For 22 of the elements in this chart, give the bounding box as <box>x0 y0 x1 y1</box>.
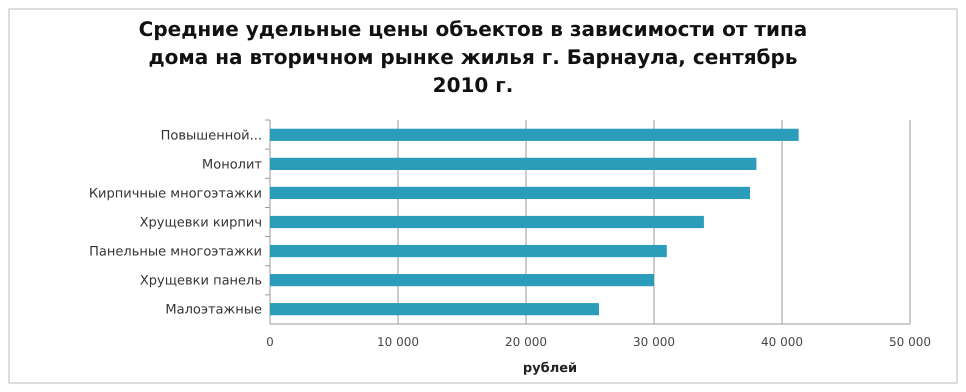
x-tick-label: 30 000 <box>633 335 675 349</box>
x-tick-label: 40 000 <box>761 335 803 349</box>
y-tick-label: Панельные многоэтажки <box>89 244 262 260</box>
y-tick-label: Хрущевки панель <box>140 274 262 289</box>
bar <box>270 303 599 316</box>
y-tick-label: Хрущевки кирпич <box>140 216 262 231</box>
y-tick-label: Монолит <box>202 157 262 172</box>
x-tick-label: 0 <box>266 335 274 349</box>
bar <box>270 244 667 258</box>
x-axis-title: рублей <box>522 361 578 376</box>
bar <box>270 274 654 286</box>
y-tick-label: Повышенной... <box>160 128 262 144</box>
bar <box>270 216 704 228</box>
x-tick-label: 10 000 <box>377 335 419 349</box>
chart-title: Средние удельные цены объектов в зависимости от типа дома на вторичном рынке жилья г. Барнаула, сентябрь 2010 г. <box>138 17 808 97</box>
bar <box>270 128 799 141</box>
x-tick-label: 20 000 <box>505 335 547 349</box>
y-tick-label: Кирпичные многоэтажки <box>88 186 262 202</box>
bar <box>270 158 756 170</box>
x-tick-label: 50 000 <box>889 335 931 349</box>
y-tick-label: Малоэтажные <box>165 302 262 318</box>
bar <box>270 186 750 200</box>
